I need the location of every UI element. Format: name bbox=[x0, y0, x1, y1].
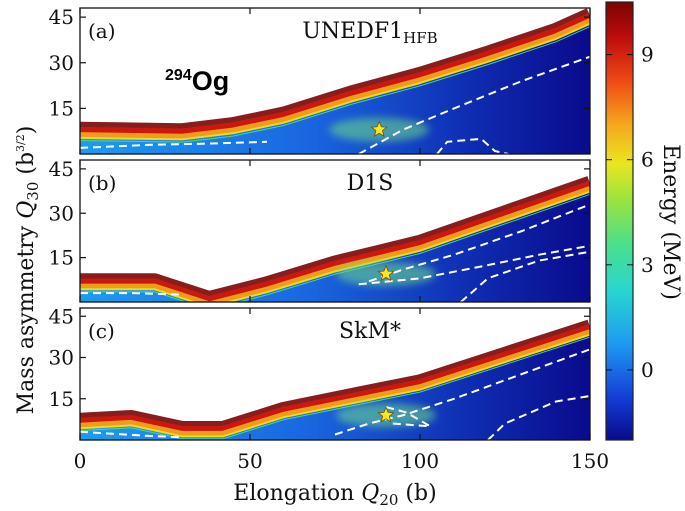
colorbar-tick-label: 6 bbox=[641, 148, 654, 172]
contour-line bbox=[436, 137, 509, 154]
contour-line bbox=[487, 395, 590, 440]
y-tick-label: 45 bbox=[49, 304, 74, 328]
colorbar-tick-label: 3 bbox=[641, 253, 654, 277]
panel-a: 15 30 45 (a) UNEDF1HFB bbox=[49, 5, 591, 155]
y-tick-label: 45 bbox=[49, 157, 74, 181]
contour-line bbox=[368, 203, 590, 283]
y-tick-label: 30 bbox=[49, 201, 74, 225]
contour-line bbox=[80, 140, 268, 149]
x-axis: 0 50 100 150 bbox=[74, 449, 609, 473]
energy-surface bbox=[80, 183, 590, 302]
contour-line bbox=[80, 430, 183, 439]
panel-frame bbox=[79, 7, 591, 155]
colorbar-title: Energy (MeV) bbox=[658, 144, 683, 300]
energy-band bbox=[80, 26, 590, 143]
energy-band bbox=[80, 18, 590, 140]
energy-band bbox=[80, 22, 590, 141]
interaction-name: D1S bbox=[347, 171, 394, 196]
contour-line bbox=[358, 244, 590, 286]
energy-band bbox=[80, 329, 590, 437]
ground-state-star bbox=[370, 120, 388, 137]
contour-line bbox=[460, 250, 590, 302]
interaction-name: UNEDF1HFB bbox=[302, 19, 437, 47]
y-tick-label: 15 bbox=[49, 387, 74, 411]
nucleus-label: 294Og bbox=[165, 66, 229, 96]
y-tick-label: 15 bbox=[49, 96, 74, 120]
panel-tag: (c) bbox=[88, 319, 115, 343]
panel-b: 15 30 45 (b) D1S bbox=[49, 157, 591, 303]
x-tick-label: 0 bbox=[74, 449, 87, 473]
colorbar-gradient bbox=[605, 1, 634, 441]
colorbar: 0 3 6 9 Energy (MeV) bbox=[605, 1, 683, 441]
energy-surface bbox=[80, 327, 590, 440]
x-tick-label: 150 bbox=[571, 449, 609, 473]
y-tick-label: 15 bbox=[49, 246, 74, 270]
interaction-name: SkM* bbox=[339, 319, 401, 344]
x-axis-title: Elongation Q20 (b) bbox=[233, 481, 436, 509]
y-tick-label: 30 bbox=[49, 51, 74, 75]
energy-band bbox=[80, 336, 590, 440]
y-axis-title: Mass asymmetry Q30 (b3/2) bbox=[14, 126, 42, 415]
y-tick-label: 45 bbox=[49, 5, 74, 29]
energy-band bbox=[80, 333, 590, 438]
panel-frame bbox=[79, 307, 591, 441]
energy-band bbox=[80, 186, 590, 302]
contour-line bbox=[358, 55, 590, 154]
panel-c: 15 30 45 (c) SkM* bbox=[49, 304, 591, 441]
panel-frame bbox=[79, 159, 591, 303]
energy-surface bbox=[80, 15, 590, 154]
panel-tag: (a) bbox=[88, 19, 116, 43]
x-tick-label: 100 bbox=[401, 449, 439, 473]
contour-line bbox=[80, 292, 183, 296]
y-tick-label: 30 bbox=[49, 346, 74, 370]
ground-state-star bbox=[377, 406, 395, 423]
panel-tag: (b) bbox=[88, 171, 116, 195]
ground-state-star bbox=[377, 264, 395, 282]
colorbar-tick-label: 9 bbox=[641, 43, 654, 67]
x-tick-label: 50 bbox=[237, 449, 262, 473]
contour-line bbox=[334, 348, 590, 436]
colorbar-tick-label: 0 bbox=[641, 358, 654, 382]
energy-band bbox=[80, 190, 590, 302]
contour-line bbox=[385, 406, 431, 428]
